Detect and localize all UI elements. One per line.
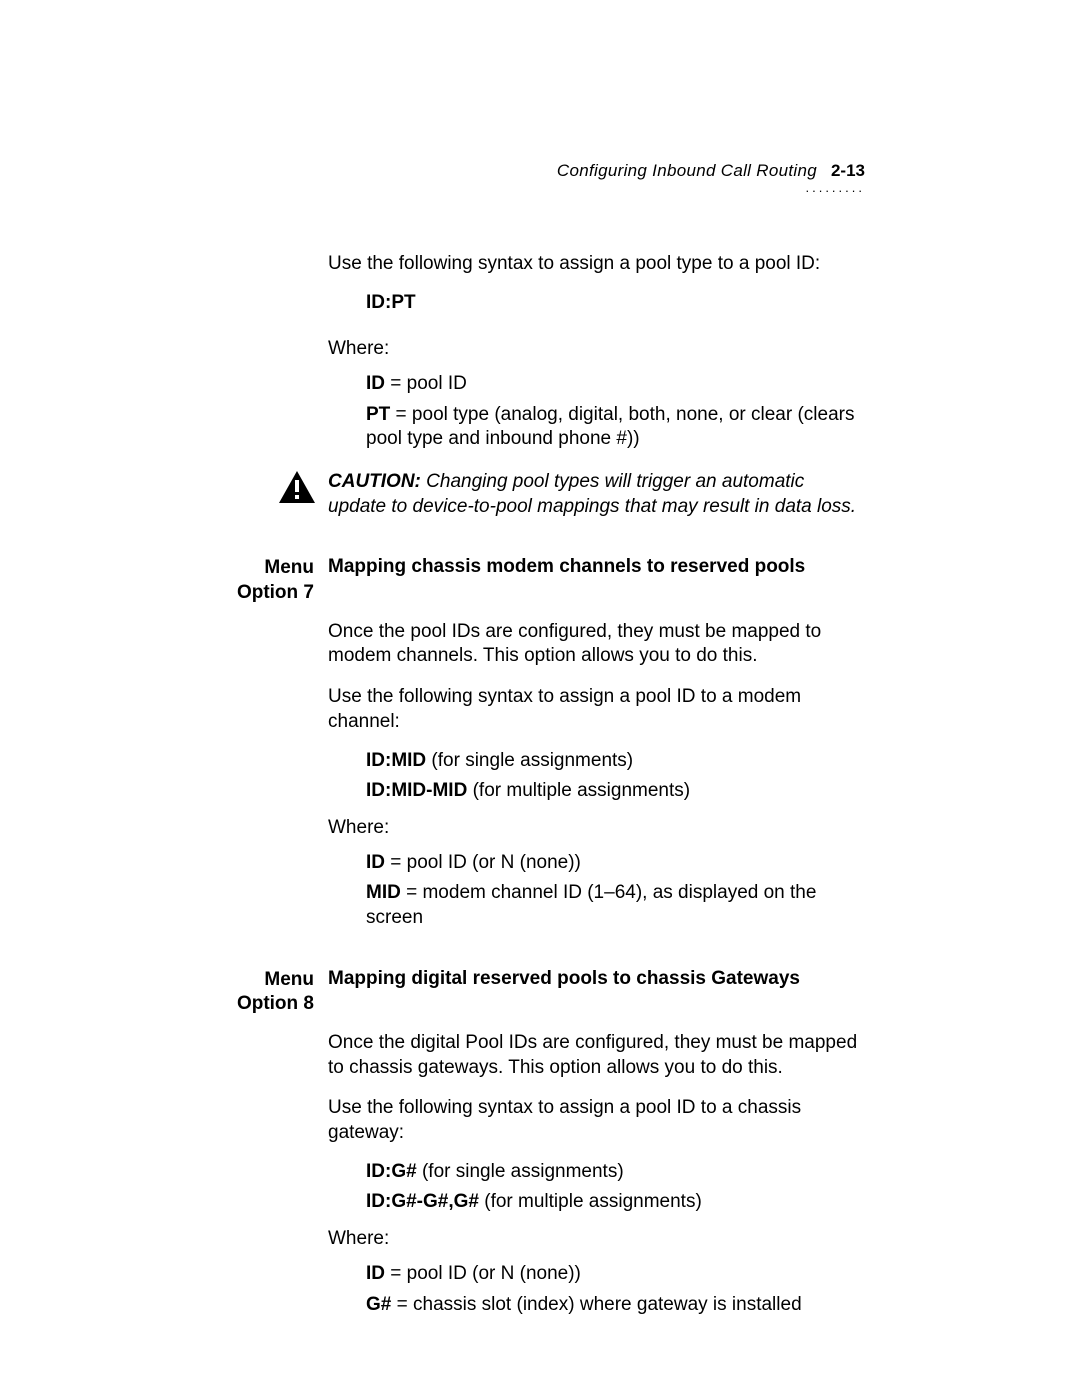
opt8-para-2: Use the following syntax to assign a poo… <box>328 1096 865 1145</box>
opt7-para-1: Once the pool IDs are configured, they m… <box>328 620 865 669</box>
opt7-def-1-term: ID <box>366 852 385 873</box>
opt8-where: Where: <box>328 1227 865 1252</box>
intro-block: Use the following syntax to assign a poo… <box>328 252 865 520</box>
intro-def-id-term: ID <box>366 373 385 394</box>
header-title: Configuring Inbound Call Routing <box>557 160 817 182</box>
page-header: Configuring Inbound Call Routing 2-13 ..… <box>210 160 865 192</box>
opt8-syntax-2-rest: (for multiple assignments) <box>479 1191 702 1212</box>
caution-text: CAUTION: Changing pool types will trigge… <box>328 470 865 519</box>
opt8-syntax-1-term: ID:G# <box>366 1161 417 1182</box>
section-body-8: Once the digital Pool IDs are configured… <box>328 1031 865 1317</box>
intro-syntax-1: ID:PT <box>366 292 416 313</box>
section-option-7: Menu Option 7 Mapping chassis modem chan… <box>210 555 865 605</box>
intro-definitions: ID = pool ID PT = pool type (analog, dig… <box>366 372 865 452</box>
section-heading-7: Mapping chassis modem channels to reserv… <box>328 555 805 580</box>
intro-def-id-text: = pool ID <box>385 373 467 394</box>
intro-def-pt-text: = pool type (analog, digital, both, none… <box>366 404 854 450</box>
opt8-para-1: Once the digital Pool IDs are configured… <box>328 1031 865 1080</box>
intro-para-1: Use the following syntax to assign a poo… <box>328 252 865 277</box>
caution-icon <box>278 470 328 504</box>
header-page-number: 2-13 <box>831 160 865 182</box>
intro-where: Where: <box>328 337 865 362</box>
opt8-def-1-rest: = pool ID (or N (none)) <box>385 1263 581 1284</box>
opt7-def-2-term: MID <box>366 882 401 903</box>
opt7-syntax-2-rest: (for multiple assignments) <box>467 780 690 801</box>
caution-lead: CAUTION: <box>328 471 421 492</box>
opt8-syntax-1-rest: (for single assignments) <box>417 1161 624 1182</box>
section-label-8: Menu Option 8 <box>210 968 328 1017</box>
page: Configuring Inbound Call Routing 2-13 ..… <box>0 0 1080 1397</box>
opt8-syntax-2-term: ID:G#-G#,G# <box>366 1191 479 1212</box>
opt7-def-1-rest: = pool ID (or N (none)) <box>385 852 581 873</box>
section-body-7: Once the pool IDs are configured, they m… <box>328 620 865 931</box>
opt8-def-2-rest: = chassis slot (index) where gateway is … <box>391 1294 801 1315</box>
section-label-7: Menu Option 7 <box>210 556 328 605</box>
opt7-syntax-2-term: ID:MID-MID <box>366 780 467 801</box>
section-option-8: Menu Option 8 Mapping digital reserved p… <box>210 967 865 1017</box>
opt7-where: Where: <box>328 816 865 841</box>
header-dots: ......... <box>210 184 865 192</box>
opt7-syntax-1-term: ID:MID <box>366 750 426 771</box>
intro-def-pt-term: PT <box>366 404 390 425</box>
opt7-para-2: Use the following syntax to assign a poo… <box>328 685 865 734</box>
opt8-def-2-term: G# <box>366 1294 391 1315</box>
section-heading-8: Mapping digital reserved pools to chassi… <box>328 967 800 992</box>
opt7-syntax-1-rest: (for single assignments) <box>426 750 633 771</box>
caution-row: CAUTION: Changing pool types will trigge… <box>328 470 865 519</box>
opt7-def-2-rest: = modem channel ID (1–64), as displayed … <box>366 882 816 928</box>
opt8-def-1-term: ID <box>366 1263 385 1284</box>
